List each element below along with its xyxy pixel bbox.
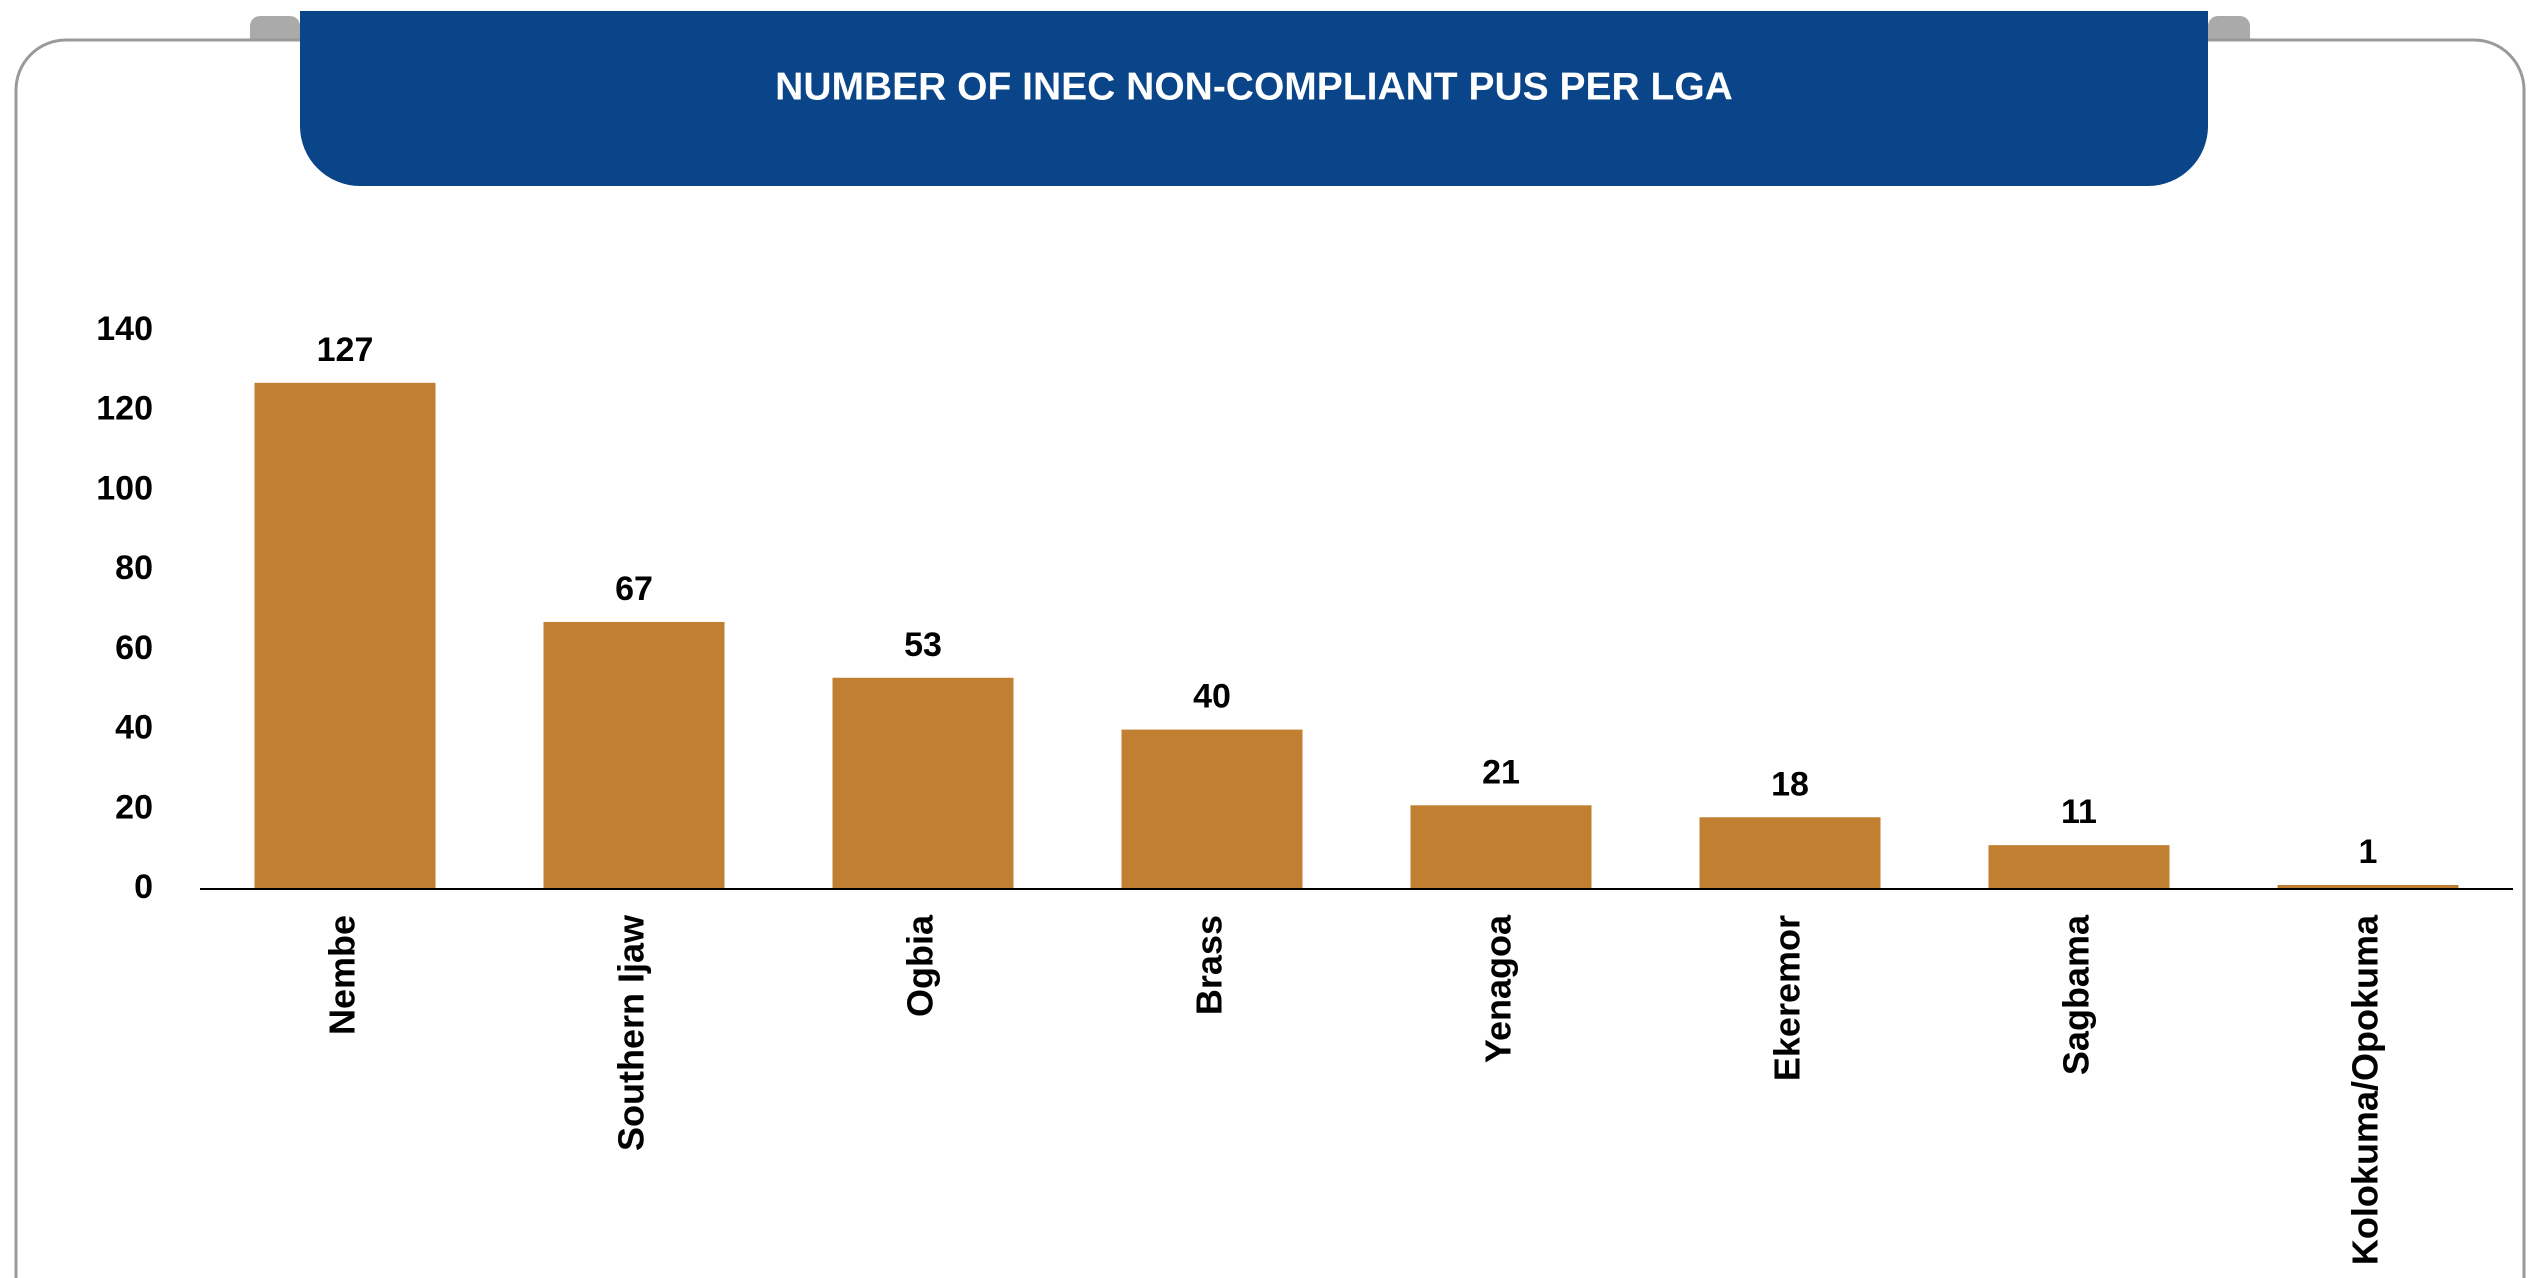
y-tick-label: 60 bbox=[115, 629, 153, 667]
value-label: 21 bbox=[1482, 753, 1520, 791]
bar bbox=[254, 382, 436, 889]
x-tick-label: Sagbama bbox=[2056, 914, 2097, 1075]
value-label: 40 bbox=[1193, 678, 1231, 716]
x-tick-label: Kolokuma/Opokuma bbox=[2345, 914, 2386, 1265]
bar bbox=[543, 621, 725, 889]
y-tick-label: 140 bbox=[96, 310, 153, 348]
y-tick-label: 100 bbox=[96, 469, 153, 507]
value-label: 67 bbox=[615, 570, 653, 608]
x-tick-label: Nembe bbox=[322, 915, 363, 1035]
header-band bbox=[300, 11, 2208, 186]
y-tick-label: 120 bbox=[96, 390, 153, 428]
bar bbox=[2277, 885, 2459, 889]
x-tick-label: Brass bbox=[1189, 915, 1230, 1015]
bar bbox=[832, 677, 1014, 889]
x-tick-label: Ekeremor bbox=[1767, 915, 1808, 1081]
x-tick-label: Yenagoa bbox=[1478, 914, 1519, 1063]
value-label: 1 bbox=[2359, 833, 2378, 871]
x-tick-label: Southern Ijaw bbox=[611, 914, 652, 1151]
value-label: 18 bbox=[1771, 765, 1809, 803]
bar bbox=[1988, 845, 2170, 889]
bar bbox=[1410, 805, 1592, 889]
y-tick-label: 20 bbox=[115, 788, 153, 826]
y-tick-label: 80 bbox=[115, 549, 153, 587]
bar bbox=[1699, 817, 1881, 889]
chart-title: NUMBER OF INEC NON-COMPLIANT PUS PER LGA bbox=[775, 65, 1733, 108]
y-tick-label: 40 bbox=[115, 709, 153, 747]
y-tick-label: 0 bbox=[134, 868, 153, 906]
x-tick-label: Ogbia bbox=[900, 914, 941, 1017]
value-label: 11 bbox=[2061, 793, 2097, 831]
bar bbox=[1121, 729, 1303, 889]
value-label: 127 bbox=[317, 331, 374, 369]
value-label: 53 bbox=[904, 626, 942, 664]
